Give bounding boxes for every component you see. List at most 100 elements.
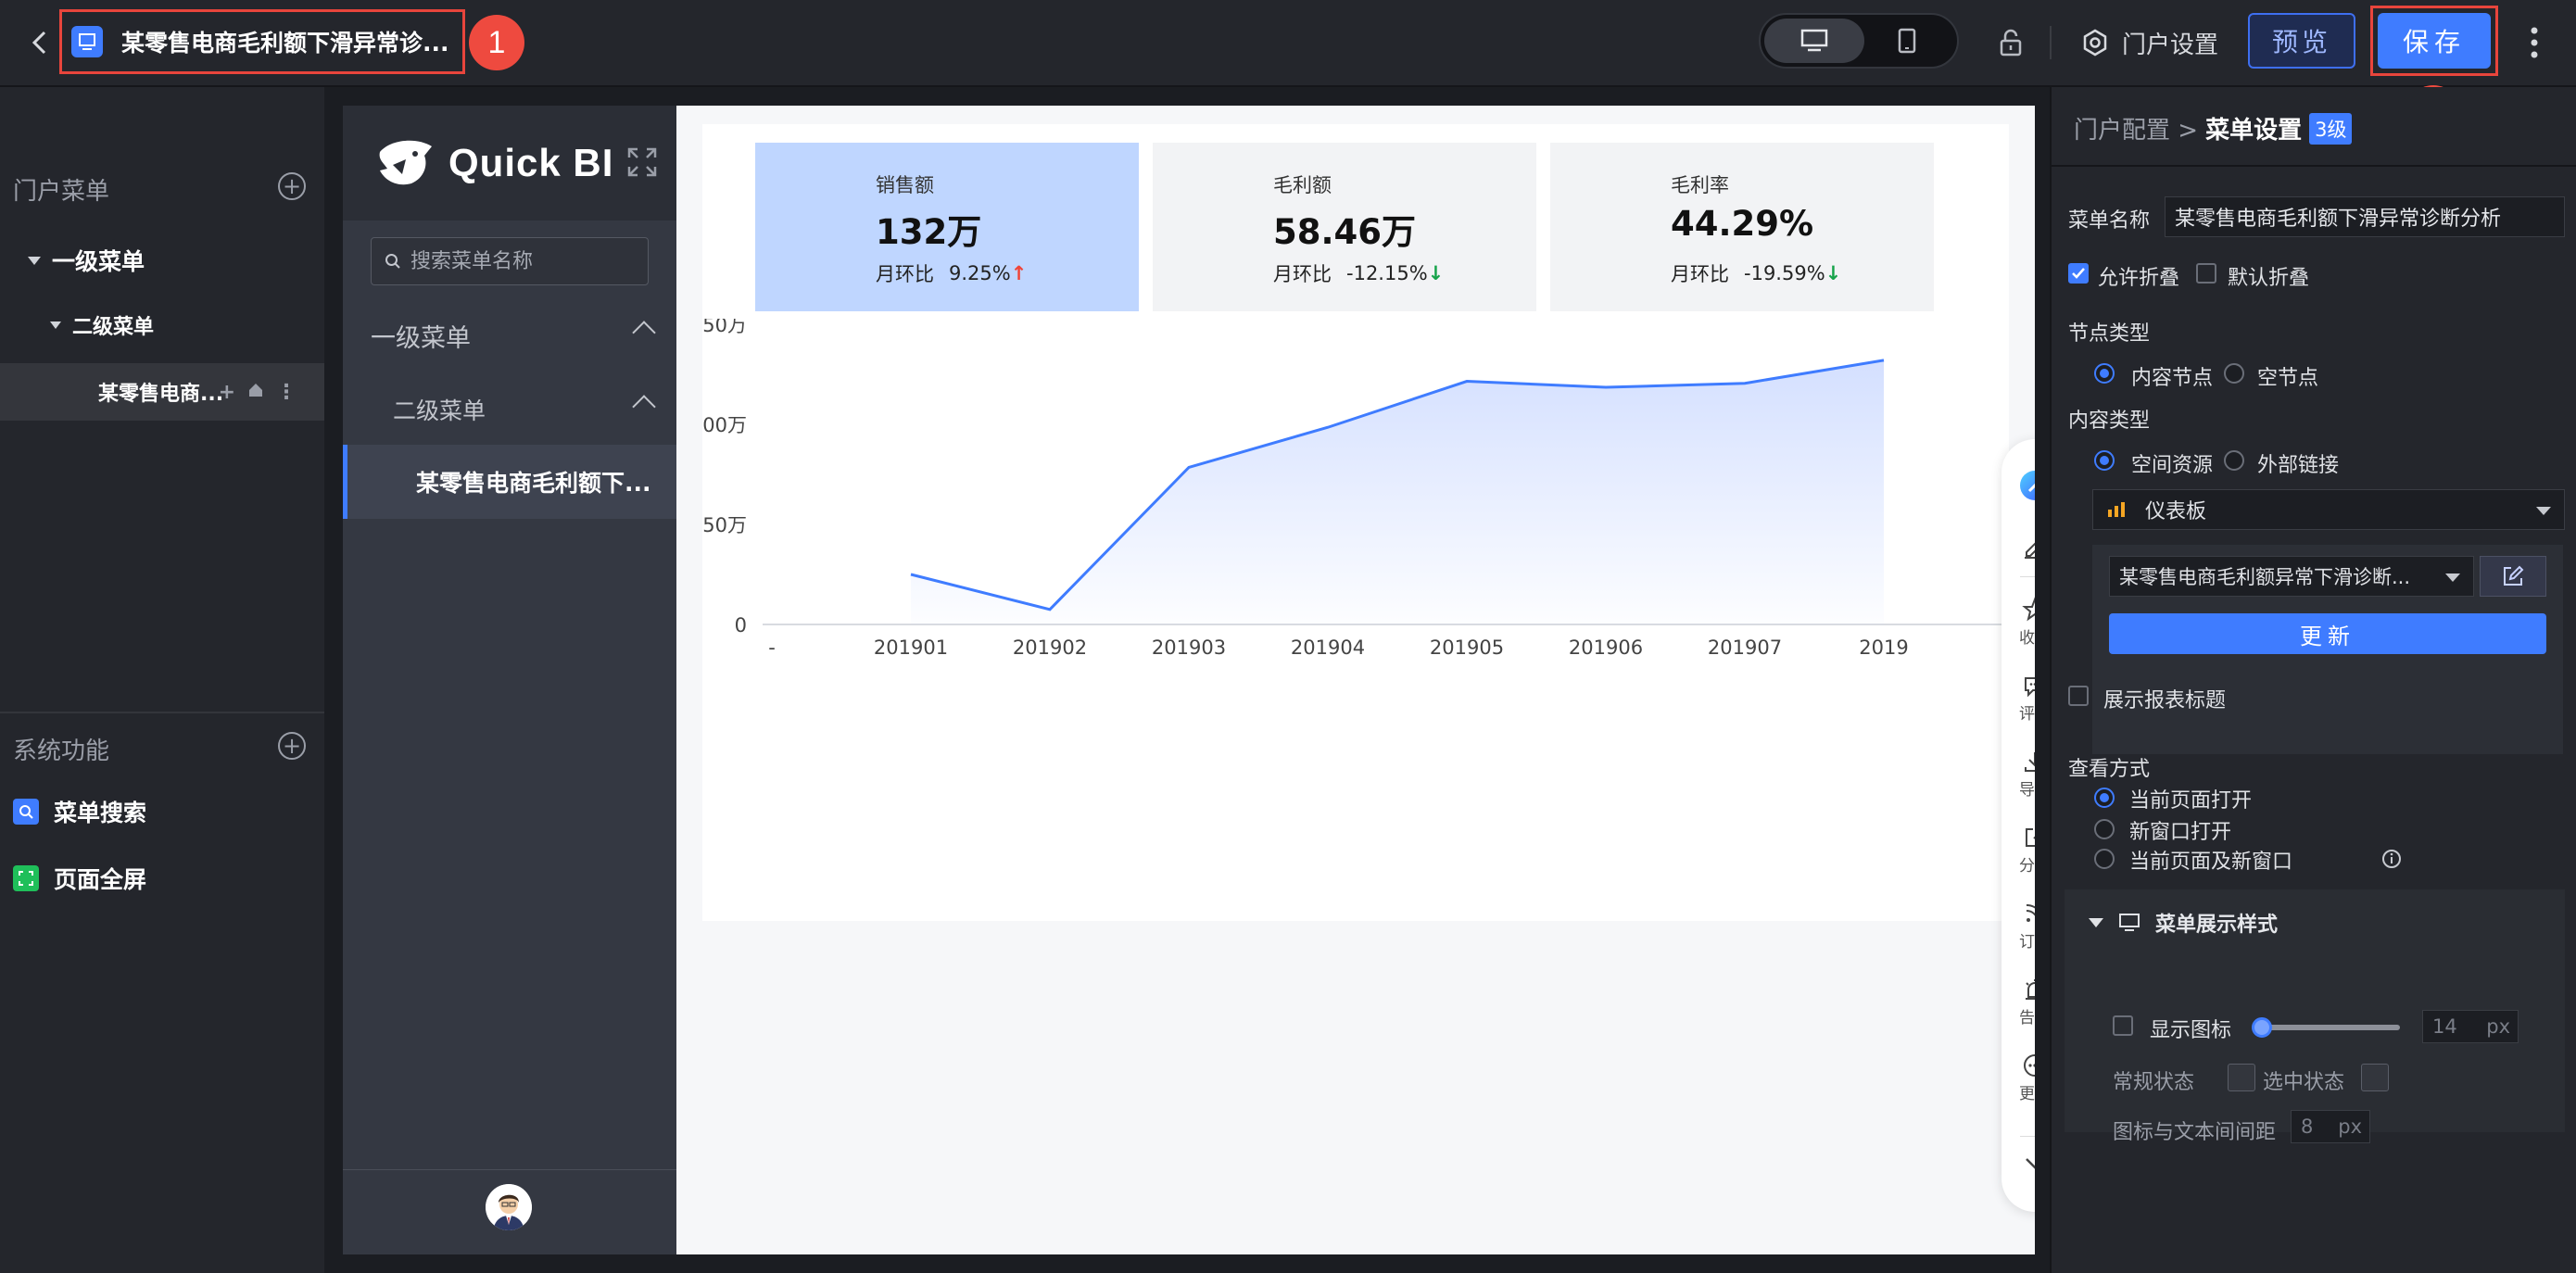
node-type-label: 节点类型 <box>2068 322 2151 346</box>
tree-item-level1[interactable]: 一级菜单 <box>0 232 324 289</box>
ai-assistant-button[interactable] <box>2001 469 2035 502</box>
kpi-compare: 月环比 -19.59%↓ <box>1671 259 1841 287</box>
toolbar-label: 更多 <box>2019 1085 2035 1103</box>
allow-fold-checkbox[interactable] <box>2068 263 2089 284</box>
view-both-radio[interactable] <box>2094 849 2115 869</box>
export-button[interactable]: 导出 <box>2001 749 2035 800</box>
resource-name-value: 某零售电商毛利额异常下滑诊断... <box>2119 566 2411 588</box>
tree-item-level2[interactable]: 二级菜单 <box>0 296 324 354</box>
kpi-card-gross-profit[interactable]: 毛利额 58.46万 月环比 -12.15%↓ <box>1153 143 1536 311</box>
portal-settings-button[interactable]: 门户设置 <box>2081 20 2218 65</box>
avatar[interactable] <box>486 1184 532 1230</box>
view-current-radio[interactable] <box>2094 788 2115 808</box>
kpi-compare-label: 月环比 <box>876 263 934 285</box>
show-report-title-label: 展示报表标题 <box>2103 689 2227 712</box>
comment-button[interactable]: 评论 <box>2001 673 2035 724</box>
portal-nav-level2[interactable]: 二级菜单 <box>343 372 676 447</box>
add-menu-icon[interactable]: + <box>278 172 306 200</box>
tree-item-level3-selected[interactable]: 某零售电商... + ⋮ <box>0 363 324 421</box>
x-tick-label: 201905 <box>1430 636 1504 659</box>
edit-resource-button[interactable] <box>2480 556 2546 597</box>
icon-size-slider-track[interactable] <box>2257 1025 2400 1030</box>
mobile-view-toggle[interactable] <box>1857 19 1957 63</box>
portal-nav-level3-active[interactable]: 某零售电商毛利额下... <box>343 445 676 519</box>
view-new-window-radio[interactable] <box>2094 819 2115 839</box>
node-empty-radio[interactable] <box>2224 363 2244 384</box>
content-type-label: 内容类型 <box>2068 410 2151 433</box>
quick-bi-logo-icon <box>379 140 432 185</box>
normal-state-label: 常规状态 <box>2113 1071 2195 1094</box>
node-content-radio[interactable] <box>2094 363 2115 384</box>
kpi-compare-label: 月环比 <box>1273 263 1332 285</box>
desktop-view-toggle[interactable] <box>1764 19 1864 63</box>
resource-type-select[interactable]: 仪表板 <box>2092 489 2565 530</box>
resource-type-value: 仪表板 <box>2145 500 2207 523</box>
update-button[interactable]: 更新 <box>2109 613 2546 654</box>
caret-down-icon <box>50 321 61 329</box>
resource-name-select[interactable]: 某零售电商毛利额异常下滑诊断... <box>2109 556 2474 597</box>
back-arrow-icon[interactable] <box>20 24 57 61</box>
add-child-icon[interactable]: + <box>218 380 235 404</box>
view-both-label: 当前页面及新窗口 <box>2129 851 2293 874</box>
alarm-button[interactable]: 告警 <box>2001 977 2035 1027</box>
toolbar-divider <box>2020 1136 2035 1137</box>
caret-down-icon <box>28 256 41 265</box>
menu-style-header[interactable]: 菜单展示样式 <box>2089 908 2278 938</box>
y-tick-label: 50万 <box>702 514 747 536</box>
edit-button[interactable] <box>2001 532 2035 560</box>
icon-text-gap-unit: px <box>2338 1115 2362 1138</box>
menu-search-box[interactable] <box>371 237 649 285</box>
kpi-card-gross-margin[interactable]: 毛利率 44.29% 月环比 -19.59%↓ <box>1550 143 1934 311</box>
show-icon-checkbox[interactable] <box>2113 1015 2133 1036</box>
default-fold-checkbox[interactable] <box>2196 263 2216 284</box>
row-more-icon[interactable]: ⋮ <box>276 380 297 404</box>
dashboard-bar-icon <box>2108 502 2125 517</box>
expand-icon[interactable] <box>626 146 658 178</box>
menu-search-input[interactable] <box>410 249 633 273</box>
star-icon <box>2022 597 2035 622</box>
portal-nav-level1[interactable]: 一级菜单 <box>343 298 676 372</box>
series-area-fill <box>911 359 1884 624</box>
desktop-icon <box>2119 914 2140 931</box>
kpi-label: 毛利额 <box>1273 174 1332 196</box>
collapse-toolbar-button[interactable] <box>2001 1154 2035 1173</box>
info-icon[interactable] <box>2381 849 2402 869</box>
selected-state-image-icon[interactable] <box>2361 1064 2389 1091</box>
space-resource-radio[interactable] <box>2094 450 2115 471</box>
icon-text-gap-input[interactable]: 8 px <box>2291 1110 2370 1143</box>
save-button-highlight <box>2370 6 2498 76</box>
normal-state-image-icon[interactable] <box>2228 1064 2255 1091</box>
external-link-radio[interactable] <box>2224 450 2244 471</box>
portal-title-highlight[interactable]: 某零售电商毛利额下滑异常诊... <box>59 9 465 74</box>
quick-bi-logo: Quick BI <box>374 137 613 189</box>
comment-icon <box>2025 677 2035 698</box>
system-item-menu-search[interactable]: 菜单搜索 <box>13 795 146 828</box>
portal-header: Quick BI <box>343 106 676 221</box>
portal-preview: Quick BI 一级菜单 二级菜单 某零售电商毛利额下... <box>343 106 2035 1254</box>
breadcrumb-parent[interactable]: 门户配置 > <box>2074 117 2199 145</box>
kpi-compare-value: 9.25% <box>949 262 1011 284</box>
home-icon[interactable] <box>246 381 265 399</box>
unlock-icon[interactable] <box>1992 24 2029 61</box>
x-tick-label: 201906 <box>1569 636 1643 659</box>
preview-button[interactable]: 预览 <box>2248 13 2355 69</box>
menu-name-input[interactable] <box>2165 196 2565 237</box>
subscribe-button[interactable]: 订阅 <box>2001 901 2035 952</box>
mobile-icon <box>1898 28 1916 54</box>
system-item-fullscreen[interactable]: 页面全屏 <box>13 862 146 895</box>
icon-size-input[interactable]: 14 px <box>2422 1010 2519 1043</box>
add-system-function-icon[interactable]: + <box>278 732 306 760</box>
portal-title[interactable]: 某零售电商毛利额下滑异常诊... <box>121 30 449 57</box>
more-vertical-icon[interactable] <box>2520 20 2548 65</box>
dashboard-area: 销售额 132万 月环比 9.25%↑ 毛利额 58.46万 月环比 -12.1… <box>676 106 2035 1254</box>
favorite-button[interactable]: 收藏 <box>2001 597 2035 648</box>
toolbar-label: 告警 <box>2019 1009 2035 1027</box>
icon-size-slider-handle[interactable] <box>2252 1017 2272 1038</box>
search-icon <box>13 799 39 825</box>
show-report-title-checkbox[interactable] <box>2068 686 2089 706</box>
kpi-value: 58.46万 <box>1273 212 1417 252</box>
more-button[interactable]: 更多 <box>2001 1052 2035 1103</box>
kpi-card-sales[interactable]: 销售额 132万 月环比 9.25%↑ <box>755 143 1139 311</box>
share-button[interactable]: 分享 <box>2001 825 2035 876</box>
save-button[interactable]: 保存 <box>2378 13 2491 69</box>
